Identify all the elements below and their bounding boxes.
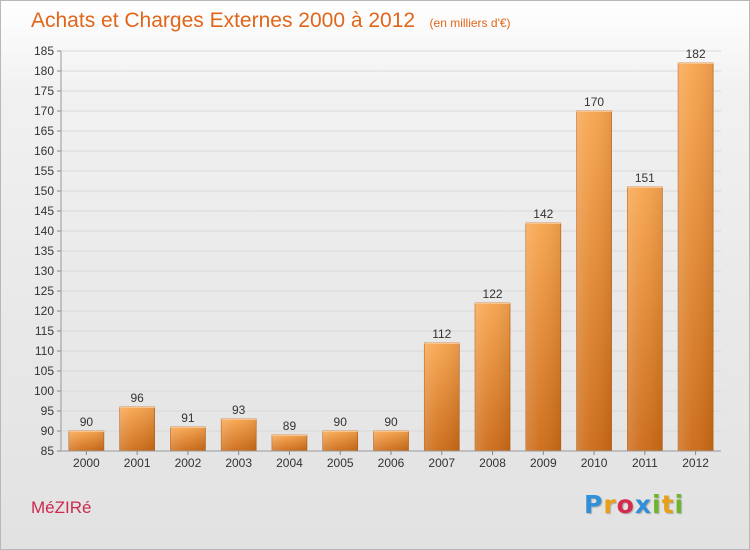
chart-title: Achats et Charges Externes 2000 à 2012 — [31, 9, 416, 32]
x-tick-label: 2010 — [581, 456, 608, 470]
x-tick-label: 2000 — [73, 456, 100, 470]
x-tick-label: 2008 — [479, 456, 506, 470]
x-tick-label: 2007 — [428, 456, 455, 470]
brand-letter: i — [674, 490, 685, 519]
bars: 90 96 91 93 89 90 90 112 122 142 170 151 182 — [68, 47, 714, 452]
bar-highlight — [271, 435, 307, 451]
x-tick-label: 2002 — [175, 456, 202, 470]
y-tick-label: 120 — [34, 304, 54, 318]
bar-value-label: 89 — [283, 419, 297, 433]
x-tick-label: 2009 — [530, 456, 557, 470]
y-tick-label: 135 — [34, 244, 54, 258]
bar-highlight — [678, 63, 714, 451]
x-tick-label: 2005 — [327, 456, 354, 470]
bar-value-label: 93 — [232, 403, 246, 417]
y-tick-label: 150 — [34, 184, 54, 198]
bar-value-label: 142 — [533, 207, 553, 221]
bar-highlight — [627, 187, 663, 451]
y-tick-label: 95 — [41, 404, 55, 418]
bar-highlight — [525, 223, 561, 451]
y-tick-label: 180 — [34, 64, 54, 78]
y-tick-label: 140 — [34, 224, 54, 238]
bar-value-label: 151 — [635, 171, 655, 185]
x-tick-label: 2004 — [276, 456, 303, 470]
bar-value-label: 96 — [130, 391, 144, 405]
bar-highlight — [424, 343, 460, 451]
y-tick-label: 105 — [34, 364, 54, 378]
y-tick-label: 175 — [34, 84, 54, 98]
y-tick-label: 100 — [34, 384, 54, 398]
y-tick-label: 170 — [34, 104, 54, 118]
bar-highlight — [119, 407, 155, 451]
y-tick-label: 125 — [34, 284, 54, 298]
bar-value-label: 90 — [334, 415, 348, 429]
y-tick-label: 160 — [34, 144, 54, 158]
bar-value-label: 90 — [80, 415, 94, 429]
x-tick-label: 2012 — [682, 456, 709, 470]
bar-highlight — [170, 427, 206, 451]
y-tick-label: 110 — [35, 344, 54, 358]
brand-letter: x — [634, 490, 652, 519]
axes: 85 90 95 100 105 110 115 120 125 130 135 140 145 150 1… — [34, 44, 721, 470]
y-tick-label: 165 — [34, 124, 54, 138]
bar-highlight — [322, 431, 358, 451]
bar-highlight — [576, 111, 612, 451]
bar-value-label: 170 — [584, 95, 604, 109]
bar-highlight — [68, 431, 104, 451]
y-tick-label: 130 — [34, 264, 54, 278]
brand-logo: Proxiti — [584, 490, 684, 519]
x-tick-label: 2011 — [632, 456, 658, 470]
bar-value-label: 182 — [686, 47, 706, 61]
bar-highlight — [475, 303, 511, 451]
grid-lines — [61, 50, 721, 452]
brand-letter: t — [661, 490, 675, 519]
brand-letter: i — [652, 490, 662, 519]
brand-letter: r — [603, 490, 617, 519]
x-tick-label: 2006 — [378, 456, 405, 470]
bar-value-label: 90 — [384, 415, 398, 429]
bar-value-label: 122 — [483, 287, 503, 301]
y-tick-label: 115 — [35, 324, 54, 338]
bar-value-label: 112 — [432, 327, 451, 341]
brand-letter: P — [584, 490, 604, 519]
chart-unit: (en milliers d'€) — [429, 16, 511, 30]
title-row: Achats et Charges Externes 2000 à 2012 (… — [31, 9, 511, 33]
y-tick-label: 85 — [41, 444, 55, 458]
y-tick-label: 145 — [34, 204, 54, 218]
y-tick-label: 155 — [34, 164, 54, 178]
x-tick-label: 2003 — [225, 456, 252, 470]
bar-value-label: 91 — [181, 411, 195, 425]
commune-name: MéZIRé — [31, 498, 92, 517]
brand-letter: o — [616, 490, 635, 519]
bar-highlight — [221, 419, 257, 451]
y-tick-label: 185 — [34, 44, 54, 58]
x-tick-label: 2001 — [124, 456, 151, 470]
y-tick-label: 90 — [41, 424, 55, 438]
bar-highlight — [373, 431, 409, 451]
